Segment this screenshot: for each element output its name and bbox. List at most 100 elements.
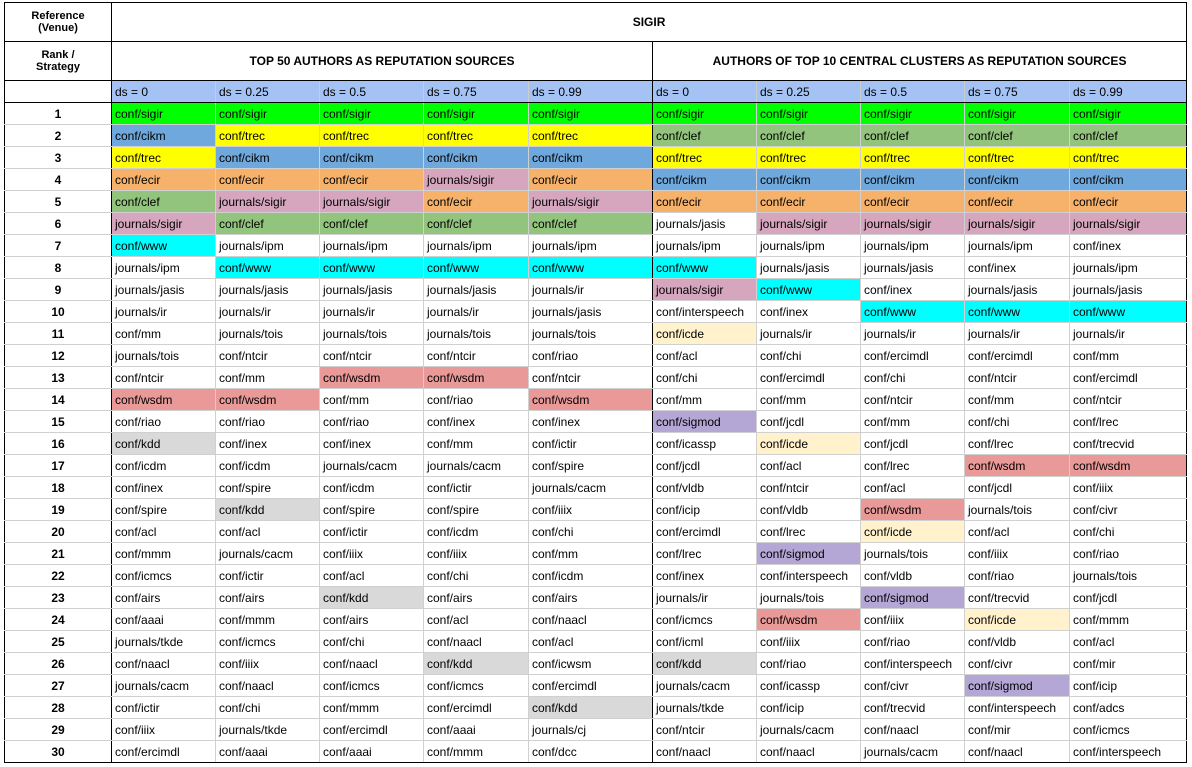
venue-cell: conf/riao <box>423 388 529 411</box>
venue-cell: conf/icmcs <box>111 564 216 587</box>
venue-cell: conf/sigir <box>1068 102 1188 125</box>
table-row: 9 journals/jasis journals/jasis journals/ja… <box>4 278 1188 301</box>
venue-cell: conf/cikm <box>319 146 424 169</box>
rank-cell: 27 <box>4 674 112 697</box>
venue-cell: conf/mmm <box>215 608 320 631</box>
venue-cell: conf/dcc <box>528 740 653 763</box>
venue-cell: conf/mm <box>964 388 1070 411</box>
ds-header-4: ds = 0.99 <box>528 80 653 103</box>
table-row: 7 conf/www journals/ipm journals/ipm journal… <box>4 234 1188 257</box>
venue-cell: conf/kdd <box>423 652 529 675</box>
venue-cell: conf/kdd <box>111 432 216 455</box>
venue-cell: journals/ipm <box>423 234 529 257</box>
venue-cell: journals/sigir <box>1068 212 1188 235</box>
venue-cell: conf/adcs <box>1068 696 1188 719</box>
venue-cell: conf/iiix <box>319 542 424 565</box>
venue-cell: conf/kdd <box>652 652 757 675</box>
ds-header-9: ds = 0.99 <box>1068 80 1188 103</box>
rank-label-line2: Strategy <box>35 61 81 73</box>
venue-cell: conf/icassp <box>652 432 757 455</box>
venue-cell: journals/ir <box>860 322 965 345</box>
venue-cell: conf/sigir <box>423 102 529 125</box>
venue-cell: journals/cacm <box>756 718 861 741</box>
venue-cell: conf/jcdl <box>964 476 1070 499</box>
venue-cell: conf/inex <box>1068 234 1188 257</box>
venue-cell: journals/tois <box>964 498 1070 521</box>
ds-header-5: ds = 0 <box>652 80 757 103</box>
venue-cell: conf/spire <box>423 498 529 521</box>
venue-cell: journals/ir <box>423 300 529 323</box>
table-row: 10 journals/ir journals/ir journals/ir journ… <box>4 300 1188 323</box>
venue-cell: journals/cj <box>528 718 653 741</box>
venue-cell: conf/clef <box>1068 124 1188 147</box>
venue-cell: conf/ecir <box>756 190 861 213</box>
venue-cell: conf/acl <box>111 520 216 543</box>
venue-cell: conf/mm <box>1068 344 1188 367</box>
venue-cell: conf/civr <box>860 674 965 697</box>
venue-cell: conf/ntcir <box>528 366 653 389</box>
venue-cell: conf/mm <box>423 432 529 455</box>
venue-cell: conf/icde <box>756 432 861 455</box>
venue-cell: conf/ercimdl <box>528 674 653 697</box>
venue-cell: journals/jasis <box>111 278 216 301</box>
venue-cell: conf/riao <box>528 344 653 367</box>
venue-cell: conf/trecvid <box>1068 432 1188 455</box>
venue-cell: conf/chi <box>652 366 757 389</box>
venue-cell: conf/trec <box>756 146 861 169</box>
rank-cell: 1 <box>4 102 112 125</box>
venue-cell: conf/spire <box>111 498 216 521</box>
venue-cell: conf/civr <box>964 652 1070 675</box>
venue-cell: conf/icassp <box>756 674 861 697</box>
venue-cell: conf/jcdl <box>860 432 965 455</box>
venue-cell: conf/acl <box>756 454 861 477</box>
venue-cell: conf/sigir <box>215 102 320 125</box>
venue-cell: conf/sigir <box>964 102 1070 125</box>
venue-cell: conf/trecvid <box>860 696 965 719</box>
venue-cell: conf/riao <box>860 630 965 653</box>
venue-cell: conf/kdd <box>528 696 653 719</box>
venue-cell: conf/wsdm <box>423 366 529 389</box>
venue-cell: conf/sigmod <box>860 586 965 609</box>
venue-cell: journals/ir <box>111 300 216 323</box>
rank-cell: 20 <box>4 520 112 543</box>
venue-cell: conf/icdm <box>319 476 424 499</box>
venue-cell: conf/acl <box>860 476 965 499</box>
venue-cell: conf/mm <box>652 388 757 411</box>
venue-cell: journals/jasis <box>423 278 529 301</box>
table-row: 6 journals/sigir conf/clef conf/clef conf/cl… <box>4 212 1188 235</box>
venue-cell: conf/www <box>319 256 424 279</box>
venue-cell: conf/aaai <box>111 608 216 631</box>
table-row: 2 conf/cikm conf/trec conf/trec conf/trec con… <box>4 124 1188 147</box>
venue-cell: conf/mmm <box>423 740 529 763</box>
venue-cell: conf/ntcir <box>423 344 529 367</box>
venue-cell: conf/icmcs <box>423 674 529 697</box>
venue-cell: journals/ipm <box>528 234 653 257</box>
venue-cell: conf/trec <box>111 146 216 169</box>
venue-cell: conf/clef <box>215 212 320 235</box>
venue-cell: conf/ecir <box>528 168 653 191</box>
venue-cell: conf/chi <box>528 520 653 543</box>
venue-cell: conf/ictir <box>111 696 216 719</box>
table-row: 22 conf/icmcs conf/ictir conf/acl conf/chi co… <box>4 564 1188 587</box>
venue-cell: conf/naacl <box>756 740 861 763</box>
venue-cell: conf/wsdm <box>964 454 1070 477</box>
venue-cell: conf/sigir <box>756 102 861 125</box>
venue-cell: conf/ntcir <box>111 366 216 389</box>
venue-cell: conf/trec <box>652 146 757 169</box>
venue-cell: conf/trec <box>1068 146 1188 169</box>
table-row: 14 conf/wsdm conf/wsdm conf/mm conf/riao conf… <box>4 388 1188 411</box>
ds-header-0: ds = 0 <box>111 80 216 103</box>
table-row: 12 journals/tois conf/ntcir conf/ntcir conf/… <box>4 344 1188 367</box>
venue-cell: conf/trec <box>964 146 1070 169</box>
venue-cell: conf/naacl <box>111 652 216 675</box>
venue-cell: conf/trec <box>215 124 320 147</box>
venue-cell: journals/cacm <box>319 454 424 477</box>
venue-cell: conf/ecir <box>860 190 965 213</box>
venue-cell: conf/ntcir <box>652 718 757 741</box>
venue-cell: conf/inex <box>423 410 529 433</box>
venue-cell: conf/mm <box>756 388 861 411</box>
venue-cell: conf/interspeech <box>756 564 861 587</box>
venue-cell: conf/inex <box>319 432 424 455</box>
venue-cell: conf/icip <box>756 696 861 719</box>
venue-cell: journals/cacm <box>215 542 320 565</box>
